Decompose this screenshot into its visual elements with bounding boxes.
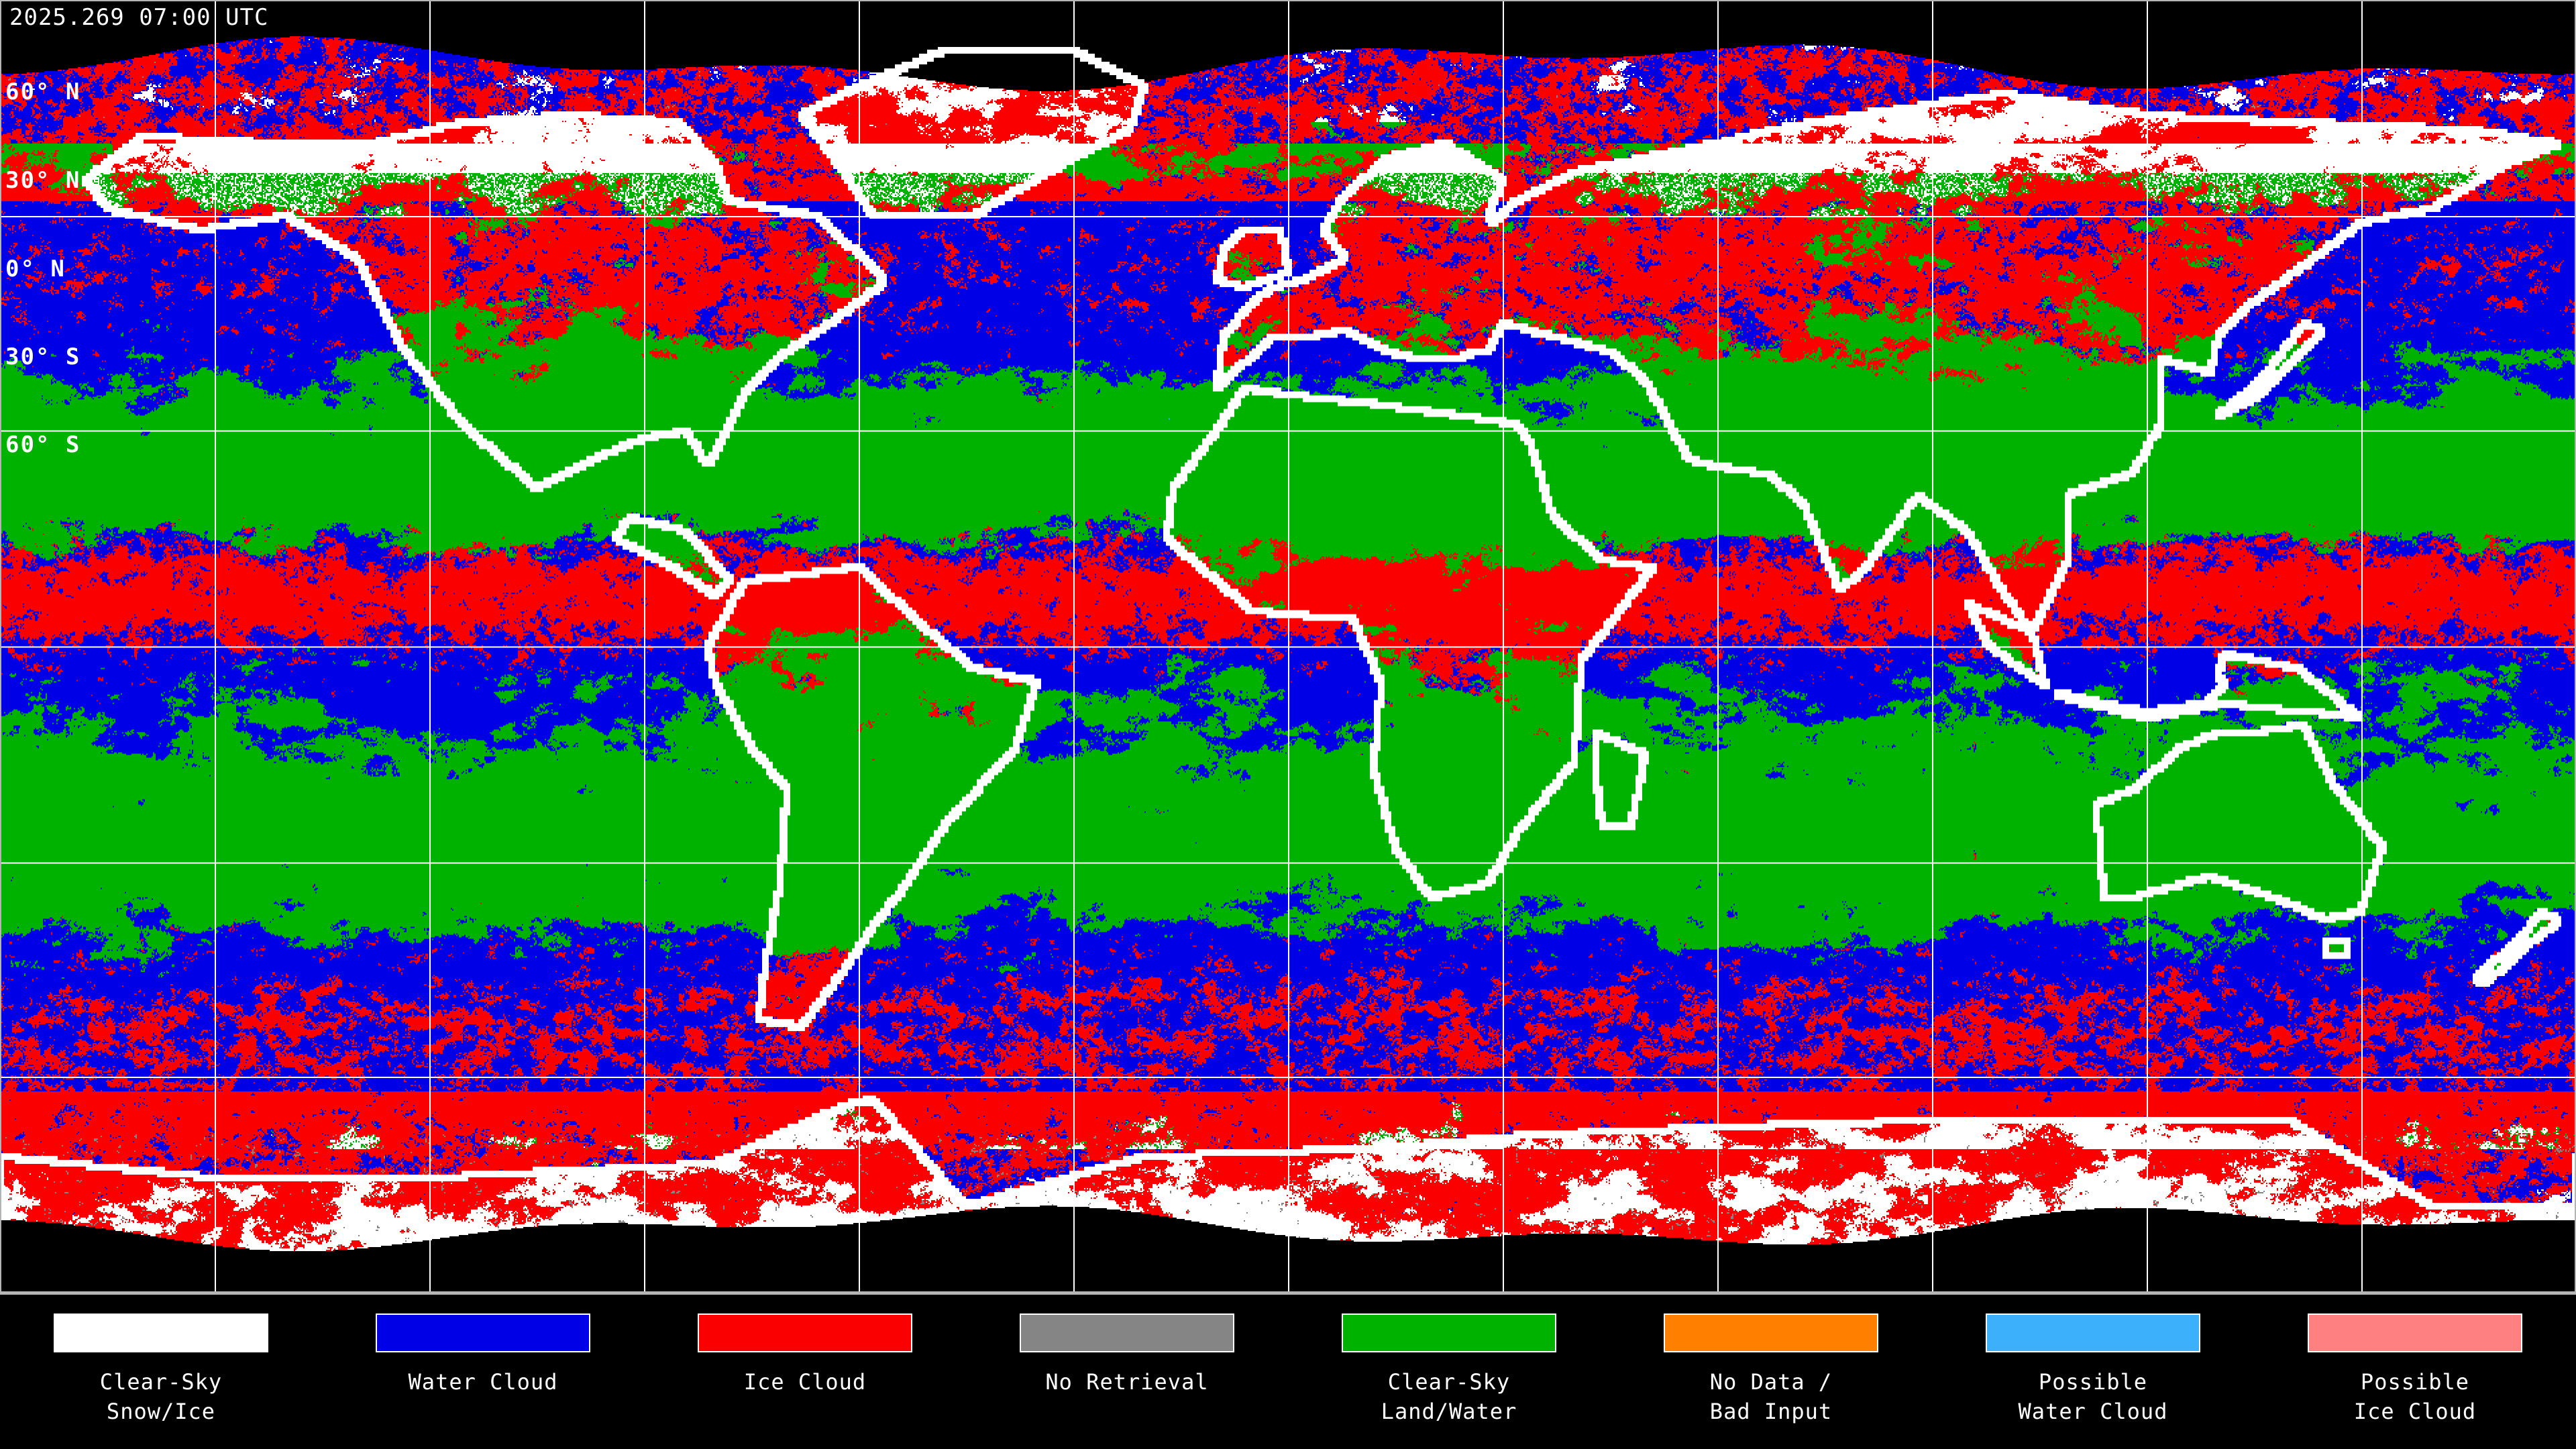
legend-divider — [0, 1293, 2576, 1295]
legend-item-possible-ice-cloud[interactable]: Possible Ice Cloud — [2254, 1295, 2576, 1426]
legend-item-ice-cloud[interactable]: Ice Cloud — [644, 1295, 966, 1397]
legend-swatch-ice-cloud — [698, 1313, 912, 1352]
latitude-label-60n: 60° N — [5, 78, 81, 105]
legend-label-no-data-bad-input: No Data / Bad Input — [1709, 1369, 1833, 1424]
latitude-label-60s: 60° S — [5, 431, 81, 458]
legend-label-clear-sky-snow-ice: Clear-Sky Snow/Ice — [99, 1369, 223, 1424]
legend-item-clear-sky-snow-ice[interactable]: Clear-Sky Snow/Ice — [0, 1295, 322, 1426]
legend-bar: Clear-Sky Snow/Ice Water Cloud Ice Cloud… — [0, 1295, 2576, 1449]
legend-item-no-data-bad-input[interactable]: No Data / Bad Input — [1610, 1295, 1932, 1426]
cloud-phase-map-canvas[interactable] — [0, 0, 2576, 1293]
legend-label-ice-cloud: Ice Cloud — [743, 1369, 867, 1395]
global-map-panel[interactable]: 2025.269 07:00 UTC 60° N 30° N 0° N 30° … — [0, 0, 2576, 1293]
latitude-label-30s: 30° S — [5, 343, 81, 370]
legend-label-clear-sky-land-water: Clear-Sky Land/Water — [1381, 1369, 1517, 1424]
legend-swatch-clear-sky-land-water — [1342, 1313, 1556, 1352]
legend-label-no-retrieval: No Retrieval — [1045, 1369, 1209, 1395]
timestamp-label: 2025.269 07:00 UTC — [9, 4, 269, 31]
legend-swatch-water-cloud — [376, 1313, 590, 1352]
legend-label-possible-ice-cloud: Possible Ice Cloud — [2353, 1369, 2477, 1424]
legend-item-clear-sky-land-water[interactable]: Clear-Sky Land/Water — [1288, 1295, 1610, 1426]
legend-label-possible-water-cloud: Possible Water Cloud — [2018, 1369, 2168, 1424]
legend-swatch-possible-ice-cloud — [2308, 1313, 2522, 1352]
latitude-label-equator: 0° N — [5, 256, 66, 282]
legend-swatch-no-data-bad-input — [1664, 1313, 1878, 1352]
legend-swatch-possible-water-cloud — [1986, 1313, 2200, 1352]
latitude-label-30n: 30° N — [5, 167, 81, 194]
legend-swatch-clear-sky-snow-ice — [54, 1313, 268, 1352]
legend-item-water-cloud[interactable]: Water Cloud — [322, 1295, 644, 1397]
legend-swatch-no-retrieval — [1020, 1313, 1234, 1352]
legend-item-no-retrieval[interactable]: No Retrieval — [966, 1295, 1288, 1397]
legend-item-possible-water-cloud[interactable]: Possible Water Cloud — [1932, 1295, 2254, 1426]
legend-label-water-cloud: Water Cloud — [408, 1369, 558, 1395]
